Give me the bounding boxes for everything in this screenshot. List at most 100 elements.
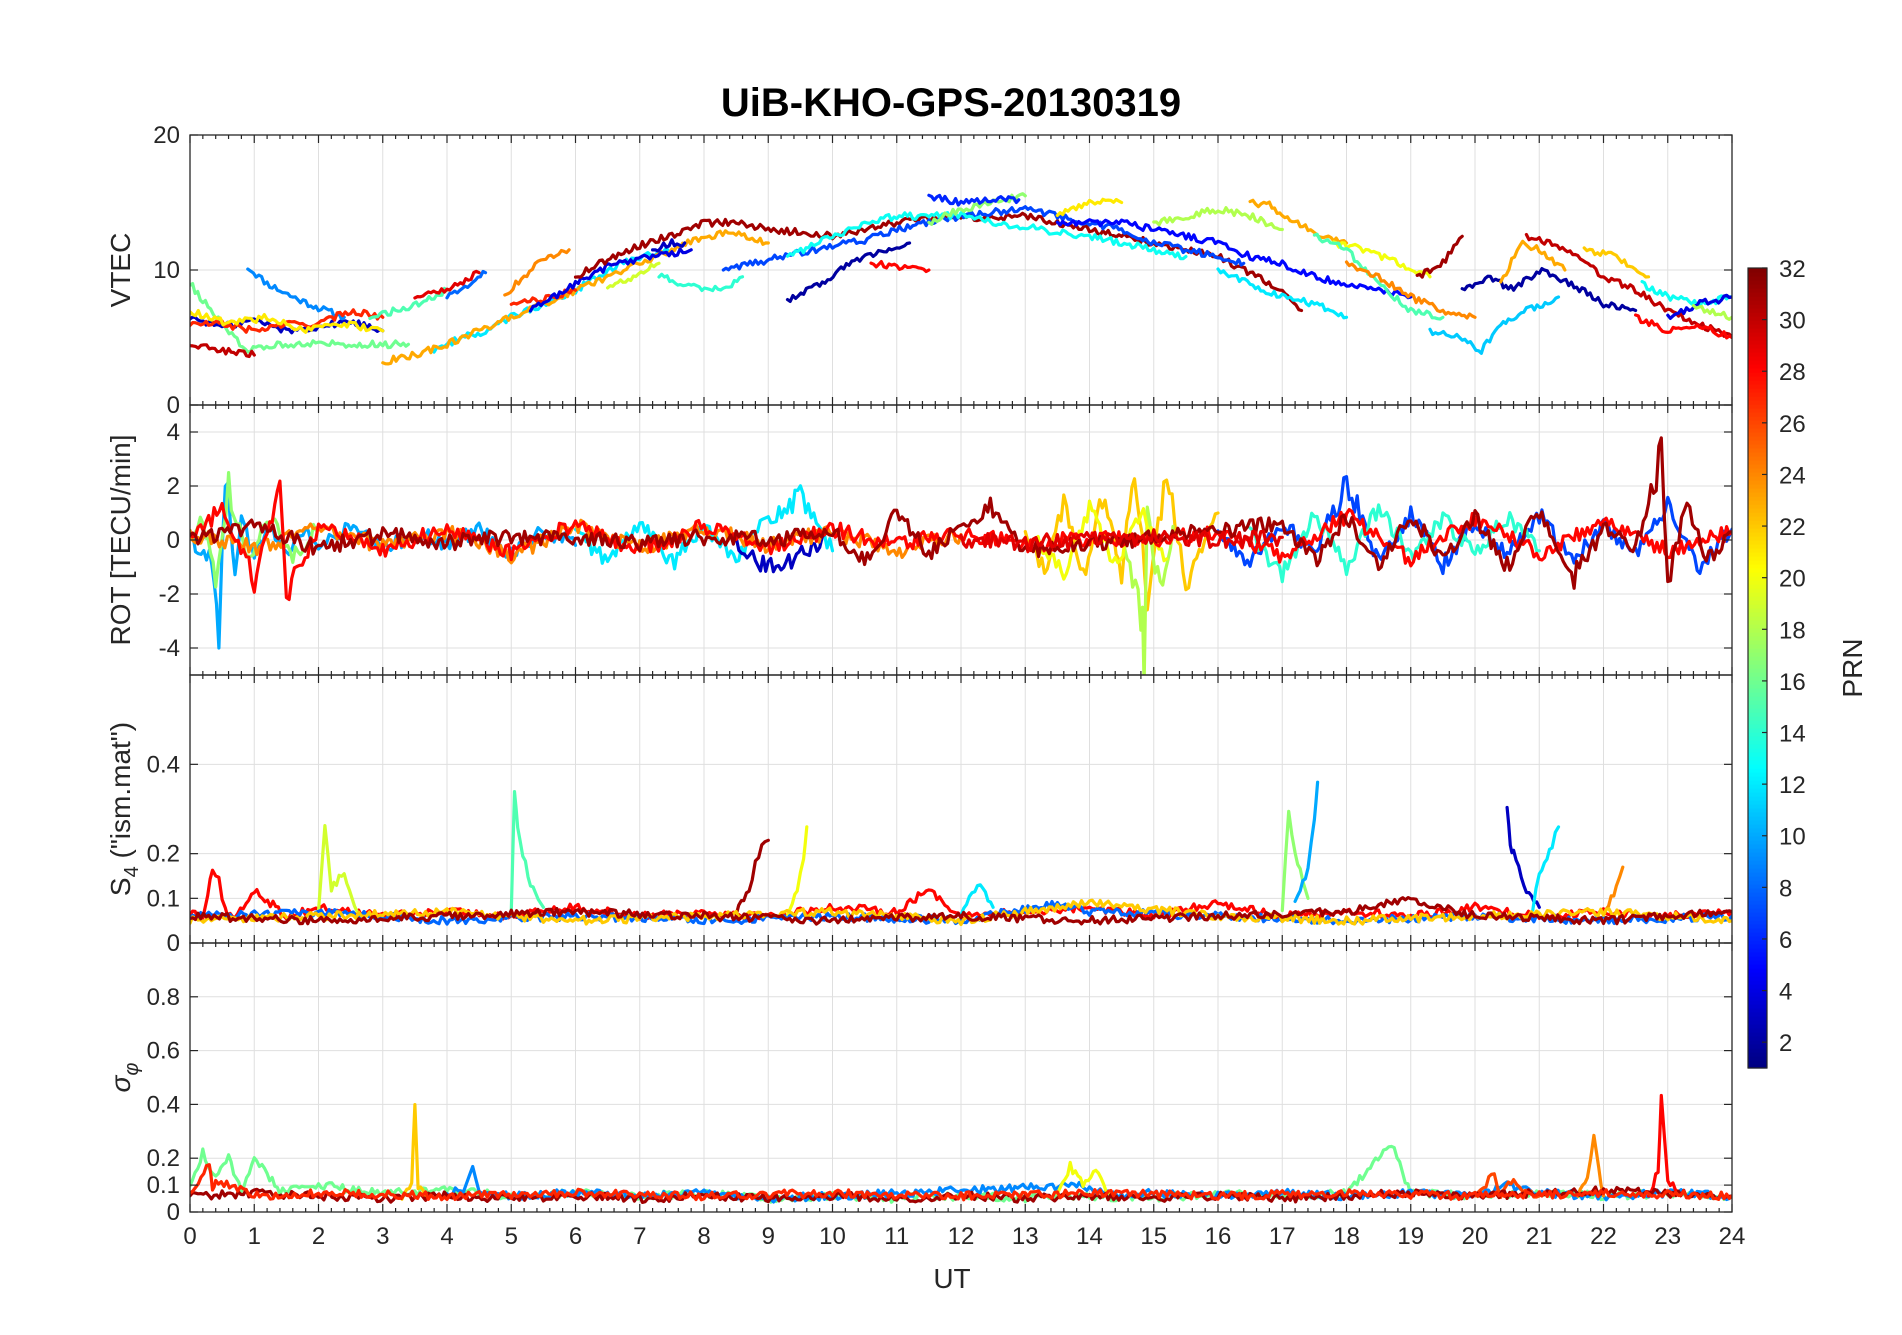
x-tick-label: 5 bbox=[505, 1223, 518, 1250]
sigma-ytick-label: 0.8 bbox=[147, 984, 180, 1011]
colorbar-segment bbox=[1748, 372, 1767, 377]
x-tick-label: 2 bbox=[312, 1223, 325, 1250]
x-tick-label: 1 bbox=[248, 1223, 261, 1250]
colorbar-segment bbox=[1748, 968, 1767, 973]
colorbar-segment bbox=[1748, 1024, 1767, 1029]
panel-rot: -4 -2 0 2 4 ROT [TECU/min] bbox=[105, 404, 1733, 676]
colorbar-segment bbox=[1748, 284, 1767, 289]
colorbar-segment bbox=[1748, 488, 1767, 493]
colorbar-segment bbox=[1748, 408, 1767, 413]
colorbar-segment bbox=[1748, 504, 1767, 509]
colorbar-segment bbox=[1748, 468, 1767, 473]
colorbar-segment bbox=[1748, 956, 1767, 961]
colorbar-segment bbox=[1748, 600, 1767, 605]
x-tick-label: 20 bbox=[1462, 1223, 1489, 1250]
s4-series-prn31 bbox=[190, 896, 1732, 926]
colorbar-segment bbox=[1748, 560, 1767, 565]
colorbar-segment bbox=[1748, 780, 1767, 785]
colorbar-segment bbox=[1748, 276, 1767, 281]
vtec-series-prn17 bbox=[927, 192, 1027, 226]
colorbar-segment bbox=[1748, 908, 1767, 913]
colorbar-segment bbox=[1748, 724, 1767, 729]
colorbar-segment bbox=[1748, 1052, 1767, 1057]
colorbar-segment bbox=[1748, 464, 1767, 469]
vtec-grid bbox=[189, 134, 1733, 406]
colorbar-segment bbox=[1748, 1056, 1767, 1061]
colorbar-segment bbox=[1748, 340, 1767, 345]
x-tick-label: 24 bbox=[1719, 1223, 1746, 1250]
x-axis-label: UT bbox=[933, 1263, 970, 1294]
chart-title: UiB-KHO-GPS-20130319 bbox=[721, 81, 1181, 125]
vtec-series-prn31 bbox=[1415, 234, 1464, 279]
colorbar-segment bbox=[1748, 648, 1767, 653]
vtec-series-prn14 bbox=[657, 272, 745, 293]
colorbar-segment bbox=[1748, 476, 1767, 481]
vtec-series-prn20 bbox=[1332, 240, 1432, 279]
colorbar-segment bbox=[1748, 540, 1767, 545]
colorbar-segment bbox=[1748, 588, 1767, 593]
colorbar-segment bbox=[1748, 836, 1767, 841]
vtec-series-prn29 bbox=[413, 269, 481, 300]
colorbar-segment bbox=[1748, 864, 1767, 869]
colorbar-segment bbox=[1748, 960, 1767, 965]
colorbar-segment bbox=[1748, 640, 1767, 645]
vtec-ytick-label: 0 bbox=[167, 392, 180, 419]
colorbar-segment bbox=[1748, 892, 1767, 897]
colorbar-segment bbox=[1748, 644, 1767, 649]
vtec-series-prn4 bbox=[528, 247, 693, 313]
colorbar-tick-label: 14 bbox=[1779, 721, 1806, 748]
colorbar-segment bbox=[1748, 604, 1767, 609]
vtec-series-prn19 bbox=[606, 261, 661, 290]
vtec-series-prn31 bbox=[573, 211, 1304, 313]
colorbar-segment bbox=[1748, 1008, 1767, 1013]
colorbar-segment bbox=[1748, 296, 1767, 301]
vtec-series-prn18 bbox=[1691, 304, 1732, 321]
colorbar-segment bbox=[1748, 480, 1767, 485]
x-tick-label: 7 bbox=[633, 1223, 646, 1250]
colorbar-tick-label: 6 bbox=[1779, 927, 1792, 954]
sigma-grid bbox=[189, 943, 1733, 1213]
colorbar-segment bbox=[1748, 732, 1767, 737]
x-tick-label: 21 bbox=[1526, 1223, 1553, 1250]
colorbar-segment bbox=[1748, 376, 1767, 381]
colorbar-segment bbox=[1748, 492, 1767, 497]
s4-series-prn12 bbox=[959, 883, 995, 917]
vtec-series-prn8 bbox=[445, 269, 488, 300]
colorbar-segment bbox=[1748, 992, 1767, 997]
colorbar-segment bbox=[1748, 536, 1767, 541]
colorbar-segment bbox=[1748, 1000, 1767, 1005]
colorbar-segment bbox=[1748, 332, 1767, 337]
colorbar-segment bbox=[1748, 556, 1767, 561]
colorbar-tick-label: 24 bbox=[1779, 462, 1806, 489]
x-tick-label: 12 bbox=[948, 1223, 975, 1250]
colorbar-segment bbox=[1748, 720, 1767, 725]
colorbar-segment bbox=[1748, 728, 1767, 733]
x-tick-label: 6 bbox=[569, 1223, 582, 1250]
colorbar-segment bbox=[1748, 676, 1767, 681]
vtec-series-prn30 bbox=[1524, 232, 1732, 340]
vtec-series-prn11 bbox=[1428, 295, 1561, 355]
colorbar-segment bbox=[1748, 920, 1767, 925]
s4-series-prn20 bbox=[785, 825, 809, 917]
colorbar-segment bbox=[1748, 876, 1767, 881]
colorbar-segment bbox=[1748, 520, 1767, 525]
colorbar-segment bbox=[1748, 1020, 1767, 1025]
colorbar-segment bbox=[1748, 516, 1767, 521]
vtec-series-prn5 bbox=[1055, 218, 1413, 300]
rot-traces bbox=[190, 436, 1732, 675]
colorbar-segment bbox=[1748, 380, 1767, 385]
rot-ytick-label: 4 bbox=[167, 419, 180, 446]
vtec-series-prn28 bbox=[869, 260, 931, 274]
colorbar-label: PRN bbox=[1837, 638, 1868, 697]
sigma-ytick-label: 0.4 bbox=[147, 1091, 180, 1118]
colorbar-segment bbox=[1748, 984, 1767, 989]
sigma-traces bbox=[190, 1093, 1732, 1204]
colorbar-segment bbox=[1748, 384, 1767, 389]
colorbar-segment bbox=[1748, 292, 1767, 297]
colorbar-segment bbox=[1748, 744, 1767, 749]
sigma-y-axis-label: σφ bbox=[105, 1063, 143, 1093]
s4-ytick-label: 0.1 bbox=[147, 885, 180, 912]
colorbar-segment bbox=[1748, 1004, 1767, 1009]
